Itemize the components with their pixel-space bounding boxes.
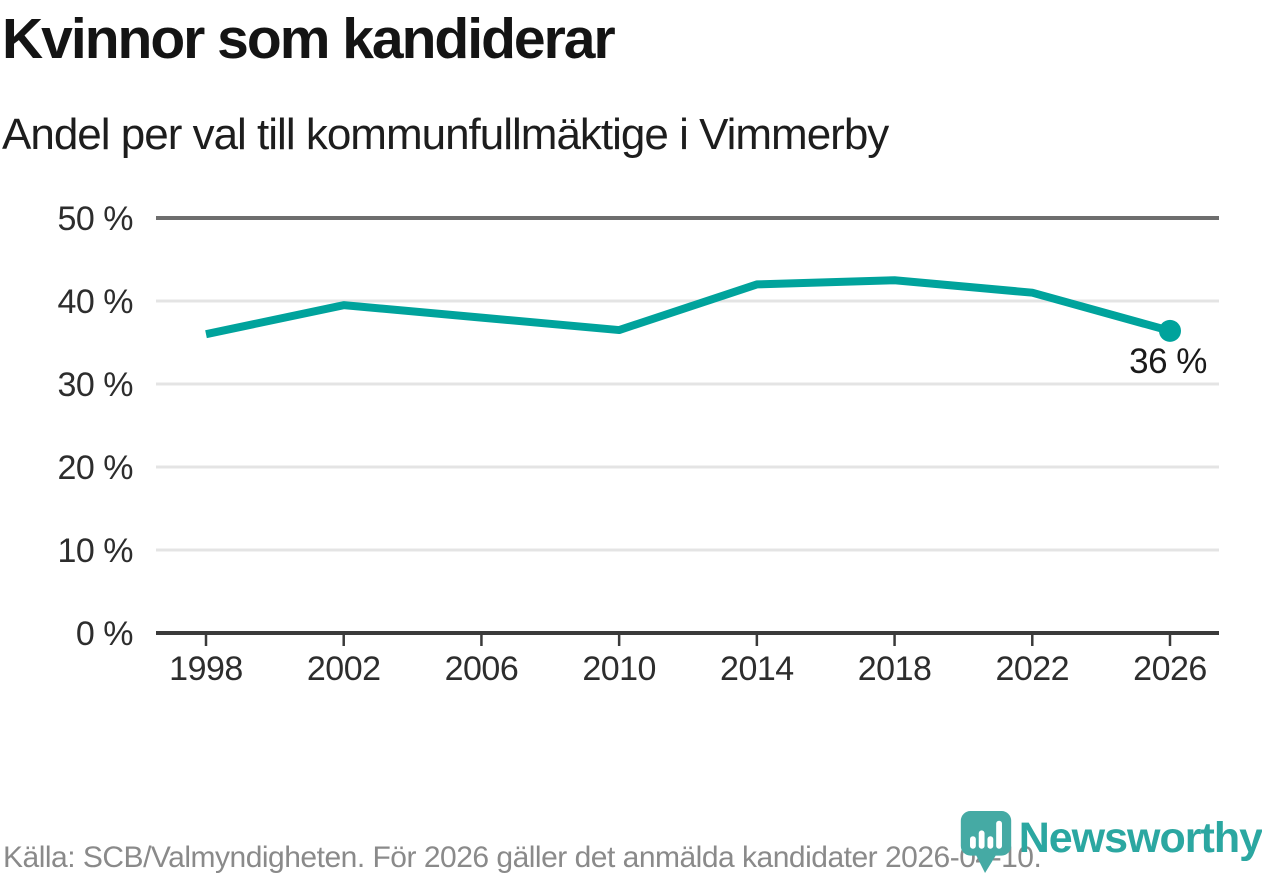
newsworthy-logo: Newsworthy bbox=[960, 811, 1262, 873]
y-tick-label: 40 % bbox=[58, 283, 134, 321]
logo-bar bbox=[995, 820, 1002, 849]
y-tick-label: 30 % bbox=[58, 366, 134, 404]
logo-bar bbox=[969, 836, 976, 849]
x-tick-label: 2010 bbox=[582, 650, 656, 688]
line-chart: 0 % 10 % 20 % 30 % 40 % 50 % 1998 2002 2006 2010 2… bbox=[58, 200, 1219, 688]
x-tick-label: 2006 bbox=[445, 650, 519, 688]
y-tick-label: 50 % bbox=[58, 200, 134, 238]
x-tick-label: 2026 bbox=[1133, 650, 1207, 688]
x-tick-label: 2022 bbox=[995, 650, 1069, 688]
y-tick-label: 10 % bbox=[58, 532, 134, 570]
logo-bar bbox=[978, 830, 985, 849]
last-point-marker bbox=[1159, 319, 1181, 342]
x-tick-label: 2014 bbox=[720, 650, 794, 688]
data-line bbox=[205, 276, 1172, 339]
logo-bar bbox=[987, 836, 993, 849]
source-note: Källa: SCB/Valmyndigheten. För 2026 gäll… bbox=[3, 841, 1042, 874]
bar-chart-speech-bubble-icon bbox=[960, 811, 1011, 873]
chart-title: Kvinnor som kandiderar bbox=[2, 7, 616, 71]
chart-subtitle: Andel per val till kommunfullmäktige i V… bbox=[2, 110, 889, 159]
newsworthy-wordmark: Newsworthy bbox=[1018, 813, 1262, 862]
y-tick-label: 20 % bbox=[58, 449, 134, 487]
end-value-label: 36 % bbox=[1129, 342, 1207, 381]
x-tick-label: 1998 bbox=[169, 650, 243, 688]
x-tick-label: 2018 bbox=[858, 650, 932, 688]
logo-bubble-shape bbox=[960, 811, 1011, 873]
x-tick-label: 2002 bbox=[307, 650, 381, 688]
y-tick-label: 0 % bbox=[76, 615, 133, 653]
